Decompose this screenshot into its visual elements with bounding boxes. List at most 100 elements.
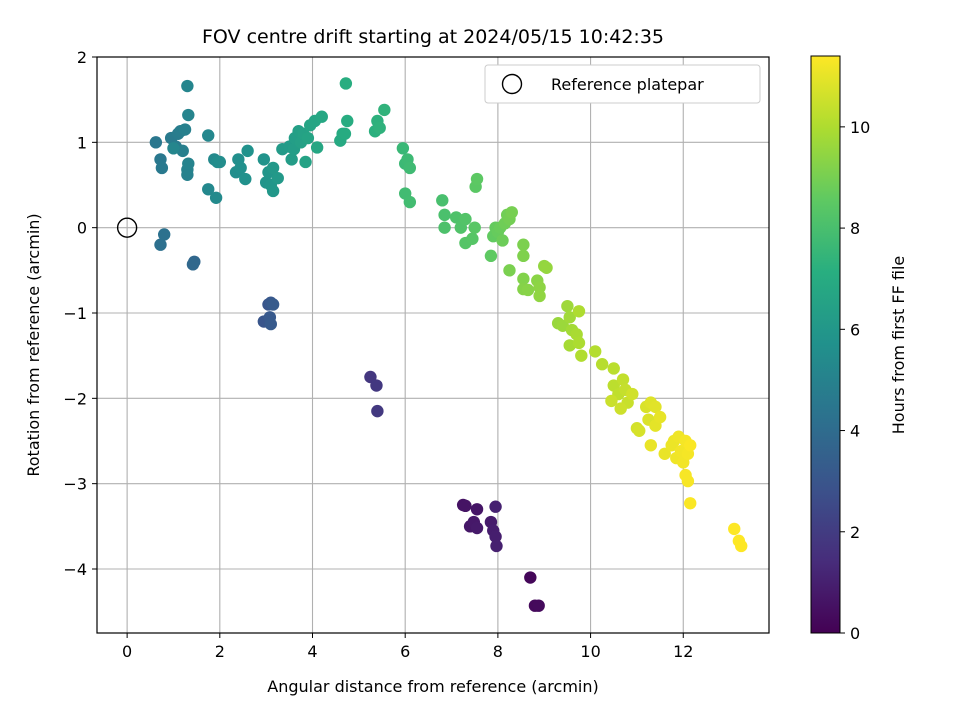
- data-point: [496, 234, 509, 247]
- data-point: [241, 144, 254, 158]
- data-point: [264, 317, 277, 331]
- colorbar-tick-label: 10: [850, 118, 870, 137]
- data-point: [438, 208, 451, 222]
- x-tick-label: 0: [122, 642, 132, 661]
- data-point: [490, 539, 503, 553]
- data-point: [572, 336, 586, 350]
- data-point: [378, 103, 391, 117]
- data-point: [589, 345, 602, 358]
- data-point: [315, 110, 328, 123]
- data-point: [684, 439, 697, 452]
- legend: Reference platepar: [484, 64, 761, 104]
- data-point: [681, 474, 695, 488]
- x-tick-label: 6: [400, 642, 410, 661]
- data-point: [285, 153, 298, 166]
- data-point: [339, 77, 353, 90]
- data-point: [299, 155, 312, 169]
- data-point: [438, 221, 451, 234]
- data-point: [556, 319, 569, 332]
- reference-platepar-marker: [116, 217, 138, 238]
- data-point: [532, 599, 545, 612]
- x-tick-label: 8: [493, 642, 503, 661]
- data-point: [436, 194, 449, 207]
- data-point: [533, 281, 546, 294]
- data-point: [644, 439, 658, 452]
- data-point: [271, 171, 284, 185]
- legend-box: [484, 64, 761, 104]
- data-point: [521, 283, 535, 297]
- data-point: [209, 191, 223, 204]
- data-point: [470, 503, 484, 516]
- colorbar-tick-label: 6: [850, 320, 860, 339]
- data-point: [563, 311, 576, 324]
- data-point: [470, 172, 484, 186]
- data-point: [503, 264, 516, 277]
- data-point: [633, 424, 646, 437]
- x-tick-label: 2: [215, 642, 225, 661]
- data-point: [341, 114, 354, 128]
- data-point: [517, 272, 530, 286]
- data-point: [533, 289, 546, 303]
- data-point: [155, 161, 169, 175]
- data-point: [257, 153, 271, 166]
- colorbar-tick-label: 2: [850, 523, 860, 542]
- data-point: [266, 184, 280, 198]
- data-point: [607, 362, 620, 375]
- data-point: [470, 521, 484, 535]
- data-point: [728, 522, 741, 536]
- plot-frame: [96, 56, 770, 634]
- data-point: [484, 249, 498, 263]
- data-point: [517, 238, 530, 251]
- data-point: [370, 379, 383, 392]
- data-point: [626, 387, 639, 401]
- y-tick-label: −4: [63, 560, 87, 579]
- legend-marker-reference: [501, 73, 523, 95]
- colorbar-tick-label: 0: [850, 624, 860, 643]
- data-point: [186, 258, 200, 271]
- data-point: [178, 123, 192, 136]
- data-point: [517, 249, 530, 263]
- data-point: [459, 212, 472, 226]
- data-point: [181, 79, 194, 93]
- data-point: [202, 129, 215, 142]
- y-axis-ticks: −4 −3 −2 −1 0 1 2: [63, 48, 97, 579]
- data-point: [575, 349, 588, 362]
- data-point: [684, 497, 697, 510]
- data-point: [524, 571, 537, 584]
- y-axis-label: Rotation from reference (arcmin): [24, 213, 43, 476]
- data-point: [213, 155, 227, 169]
- colorbar-tick-label: 4: [850, 422, 860, 441]
- data-point: [266, 161, 280, 175]
- data-point: [154, 238, 167, 251]
- data-point: [182, 108, 195, 122]
- data-point: [572, 305, 586, 318]
- data-point: [505, 206, 518, 219]
- x-tick-label: 4: [307, 642, 317, 661]
- data-point: [338, 127, 352, 140]
- data-point: [595, 358, 609, 371]
- y-tick-label: −3: [63, 475, 87, 494]
- data-point: [649, 400, 662, 414]
- y-tick-label: 2: [77, 48, 87, 67]
- colorbar-gradient: [810, 55, 841, 634]
- data-point: [403, 195, 417, 209]
- data-point: [239, 172, 252, 186]
- reference-marker-layer: [116, 217, 138, 238]
- data-point: [466, 232, 479, 245]
- data-point: [734, 539, 748, 553]
- y-tick-label: −2: [63, 389, 87, 408]
- x-tick-label: 12: [673, 642, 693, 661]
- data-point: [489, 530, 502, 543]
- legend-label-reference: Reference platepar: [551, 75, 704, 94]
- data-point: [561, 299, 574, 313]
- data-point: [489, 500, 502, 513]
- data-point: [202, 183, 215, 196]
- data-point: [396, 142, 410, 155]
- data-point: [653, 410, 667, 424]
- data-point: [373, 121, 386, 135]
- data-point: [540, 261, 553, 274]
- data-point: [167, 142, 180, 155]
- chart-title: FOV centre drift starting at 2024/05/15 …: [202, 26, 664, 48]
- data-point: [234, 161, 247, 175]
